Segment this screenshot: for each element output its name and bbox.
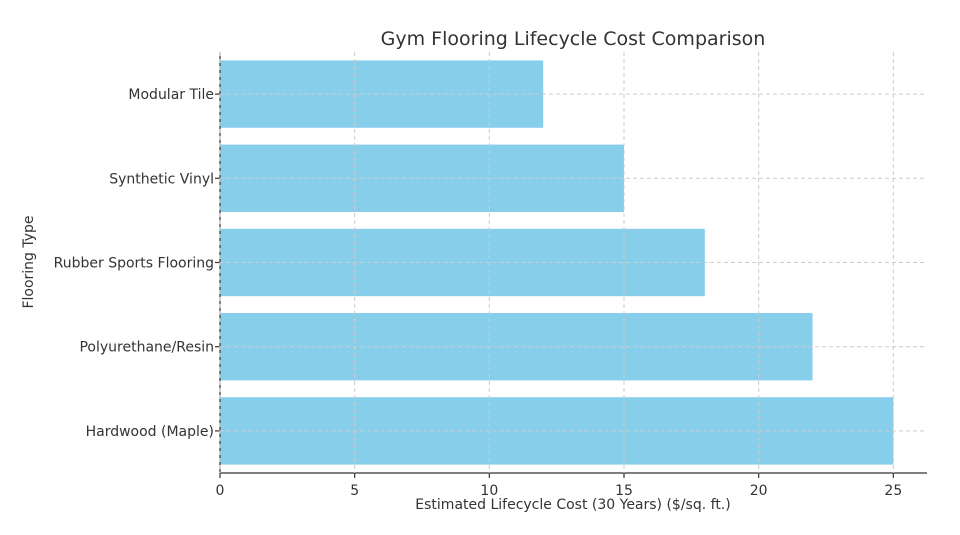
x-tick-label: 10 bbox=[480, 483, 498, 499]
x-tick-label: 25 bbox=[884, 483, 902, 499]
x-tick-label: 5 bbox=[350, 483, 359, 499]
grid bbox=[219, 52, 927, 473]
x-axis-ticks: 0 5 10 15 20 25 bbox=[216, 473, 902, 499]
y-tick-label: Synthetic Vinyl bbox=[109, 171, 214, 187]
x-tick-label: 15 bbox=[615, 483, 633, 499]
x-tick-label: 0 bbox=[216, 483, 225, 499]
y-axis-label: Flooring Type bbox=[21, 215, 37, 308]
y-tick-label: Modular Tile bbox=[128, 87, 214, 103]
y-tick-label: Rubber Sports Flooring bbox=[54, 256, 214, 272]
y-tick-label: Hardwood (Maple) bbox=[86, 424, 214, 440]
y-tick-label: Polyurethane/Resin bbox=[79, 340, 214, 356]
x-tick-label: 20 bbox=[750, 483, 768, 499]
y-axis-ticks: Modular Tile Synthetic Vinyl Rubber Sports… bbox=[54, 87, 220, 440]
chart-title: Gym Flooring Lifecycle Cost Comparison bbox=[381, 28, 766, 50]
x-axis-label: Estimated Lifecycle Cost (30 Years) ($/s… bbox=[415, 497, 730, 513]
